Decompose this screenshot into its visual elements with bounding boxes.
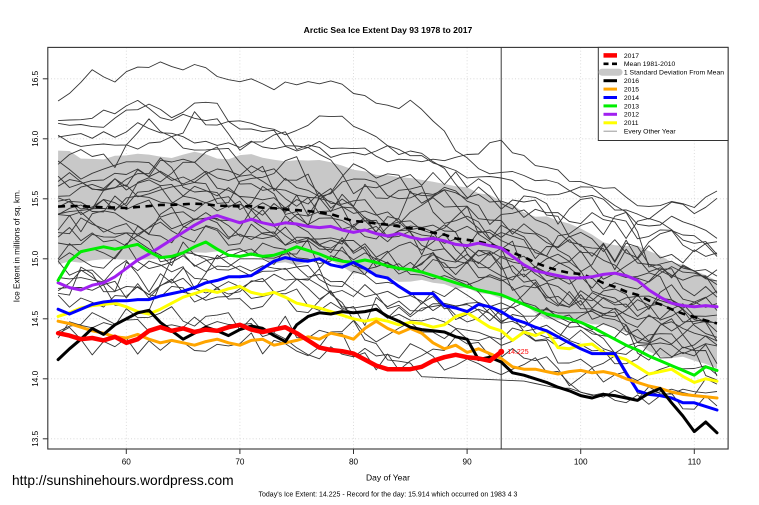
svg-text:Every Other Year: Every Other Year <box>624 129 676 136</box>
svg-text:Mean 1981-2010: Mean 1981-2010 <box>624 61 676 68</box>
svg-text:80: 80 <box>349 457 359 466</box>
svg-text:16.0: 16.0 <box>31 130 40 146</box>
svg-text:Day of Year: Day of Year <box>366 473 410 483</box>
svg-text:2014: 2014 <box>624 95 639 102</box>
svg-text:Ice Extent in millions of sq.: Ice Extent in millions of sq. km. <box>13 190 22 302</box>
svg-text:14.0: 14.0 <box>31 370 40 386</box>
svg-text:2012: 2012 <box>624 112 639 119</box>
svg-text:14.225: 14.225 <box>507 349 529 356</box>
svg-text:100: 100 <box>574 457 588 466</box>
svg-text:70: 70 <box>235 457 245 466</box>
svg-text:2016: 2016 <box>624 78 639 85</box>
svg-text:Today's Ice Extent: 14.225 -: Today's Ice Extent: 14.225 - Record for … <box>259 492 518 499</box>
svg-text:2011: 2011 <box>624 120 639 127</box>
svg-text:15.5: 15.5 <box>31 190 40 206</box>
svg-text:13.5: 13.5 <box>31 430 40 446</box>
svg-text:2017: 2017 <box>624 53 639 60</box>
svg-text:60: 60 <box>122 457 132 466</box>
svg-text:16.5: 16.5 <box>31 70 40 86</box>
svg-text:http://sunshinehours.wordpress: http://sunshinehours.wordpress.com <box>12 473 234 488</box>
svg-text:2013: 2013 <box>624 103 639 110</box>
svg-text:14.5: 14.5 <box>31 310 40 326</box>
svg-text:90: 90 <box>463 457 473 466</box>
svg-text:110: 110 <box>688 457 701 466</box>
svg-text:1 Standard Deviation From Mean: 1 Standard Deviation From Mean <box>624 70 724 77</box>
svg-text:2015: 2015 <box>624 87 639 94</box>
svg-text:15.0: 15.0 <box>31 250 40 266</box>
svg-text:Arctic Sea Ice Extent Day 93 1: Arctic Sea Ice Extent Day 93 1978 to 201… <box>304 25 473 35</box>
